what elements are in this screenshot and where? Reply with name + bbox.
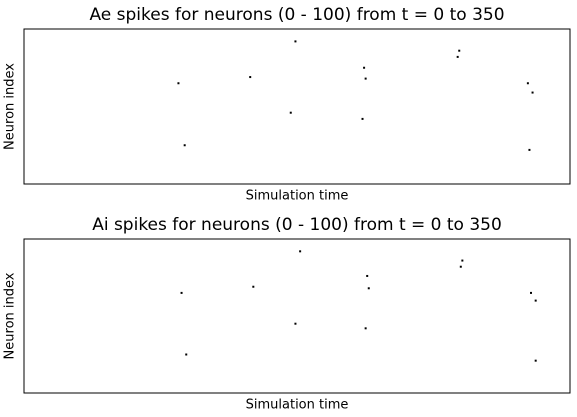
spike [530,291,532,294]
spike [294,40,297,43]
spike [361,117,364,120]
spike [366,274,369,277]
chart-title: Ae spikes for neurons (0 - 100) from t =… [89,5,504,25]
y-axis-label: Neuron index [3,272,18,359]
spike [534,299,537,302]
spike [183,144,186,147]
spike [526,82,529,85]
spike [528,148,531,151]
spike [364,77,367,80]
spike [531,91,534,94]
spike [249,76,252,79]
spike [289,111,292,114]
spike [294,322,297,325]
plot-area [23,28,571,185]
spike [367,287,370,290]
spike [299,250,302,253]
chart-title: Ai spikes for neurons (0 - 100) from t =… [92,215,502,235]
spike [456,55,459,58]
spike [534,359,537,362]
spike [185,353,188,356]
y-axis-label: Neuron index [3,63,18,150]
spike [364,327,367,330]
spike [461,259,464,262]
spike [180,291,183,294]
x-axis-label: Simulation time [246,189,349,204]
spike [458,49,461,52]
plot-area [23,238,571,394]
x-axis-label: Simulation time [246,398,349,413]
spike [177,82,180,85]
spike [459,265,462,268]
spike [252,285,255,288]
spike [363,66,366,69]
